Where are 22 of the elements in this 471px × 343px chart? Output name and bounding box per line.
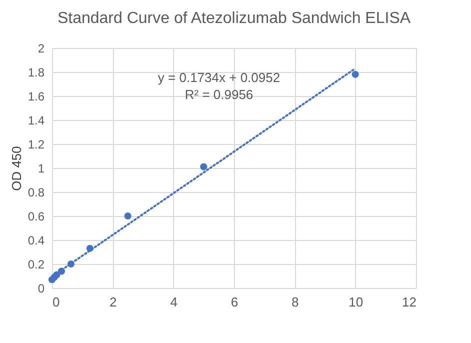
x-tick-label: 2 [110, 294, 117, 310]
x-tick-label: 10 [348, 294, 364, 310]
y-tick-label: 0.2 [28, 258, 45, 272]
annotation: R² = 0.9956 [184, 87, 254, 102]
y-tick-label: 1.2 [28, 138, 45, 152]
x-tick-label: 4 [170, 294, 178, 310]
x-tick-label: 0 [52, 294, 60, 310]
y-tick-label: 1.6 [28, 90, 45, 104]
y-axis-title: OD 450 [8, 146, 24, 191]
y-tick-label: 1.8 [28, 66, 45, 80]
x-tick-label: 8 [292, 294, 299, 310]
y-tick-label: 2 [38, 42, 45, 56]
y-tick-label: 0.8 [28, 186, 45, 200]
x-tick-label: 6 [230, 294, 238, 310]
chart-title: Standard Curve of Atezolizumab Sandwich ELISA [57, 10, 411, 27]
y-tick-label: 1 [38, 162, 45, 176]
y-tick-label: 0.4 [28, 234, 45, 248]
x-tick-label: 12 [402, 294, 416, 310]
annotation: y = 0.1734x + 0.0952 [158, 70, 280, 85]
y-tick-label: 0 [38, 282, 45, 296]
y-tick-label: 0.6 [28, 210, 45, 224]
y-tick-label: 1.4 [28, 114, 45, 128]
